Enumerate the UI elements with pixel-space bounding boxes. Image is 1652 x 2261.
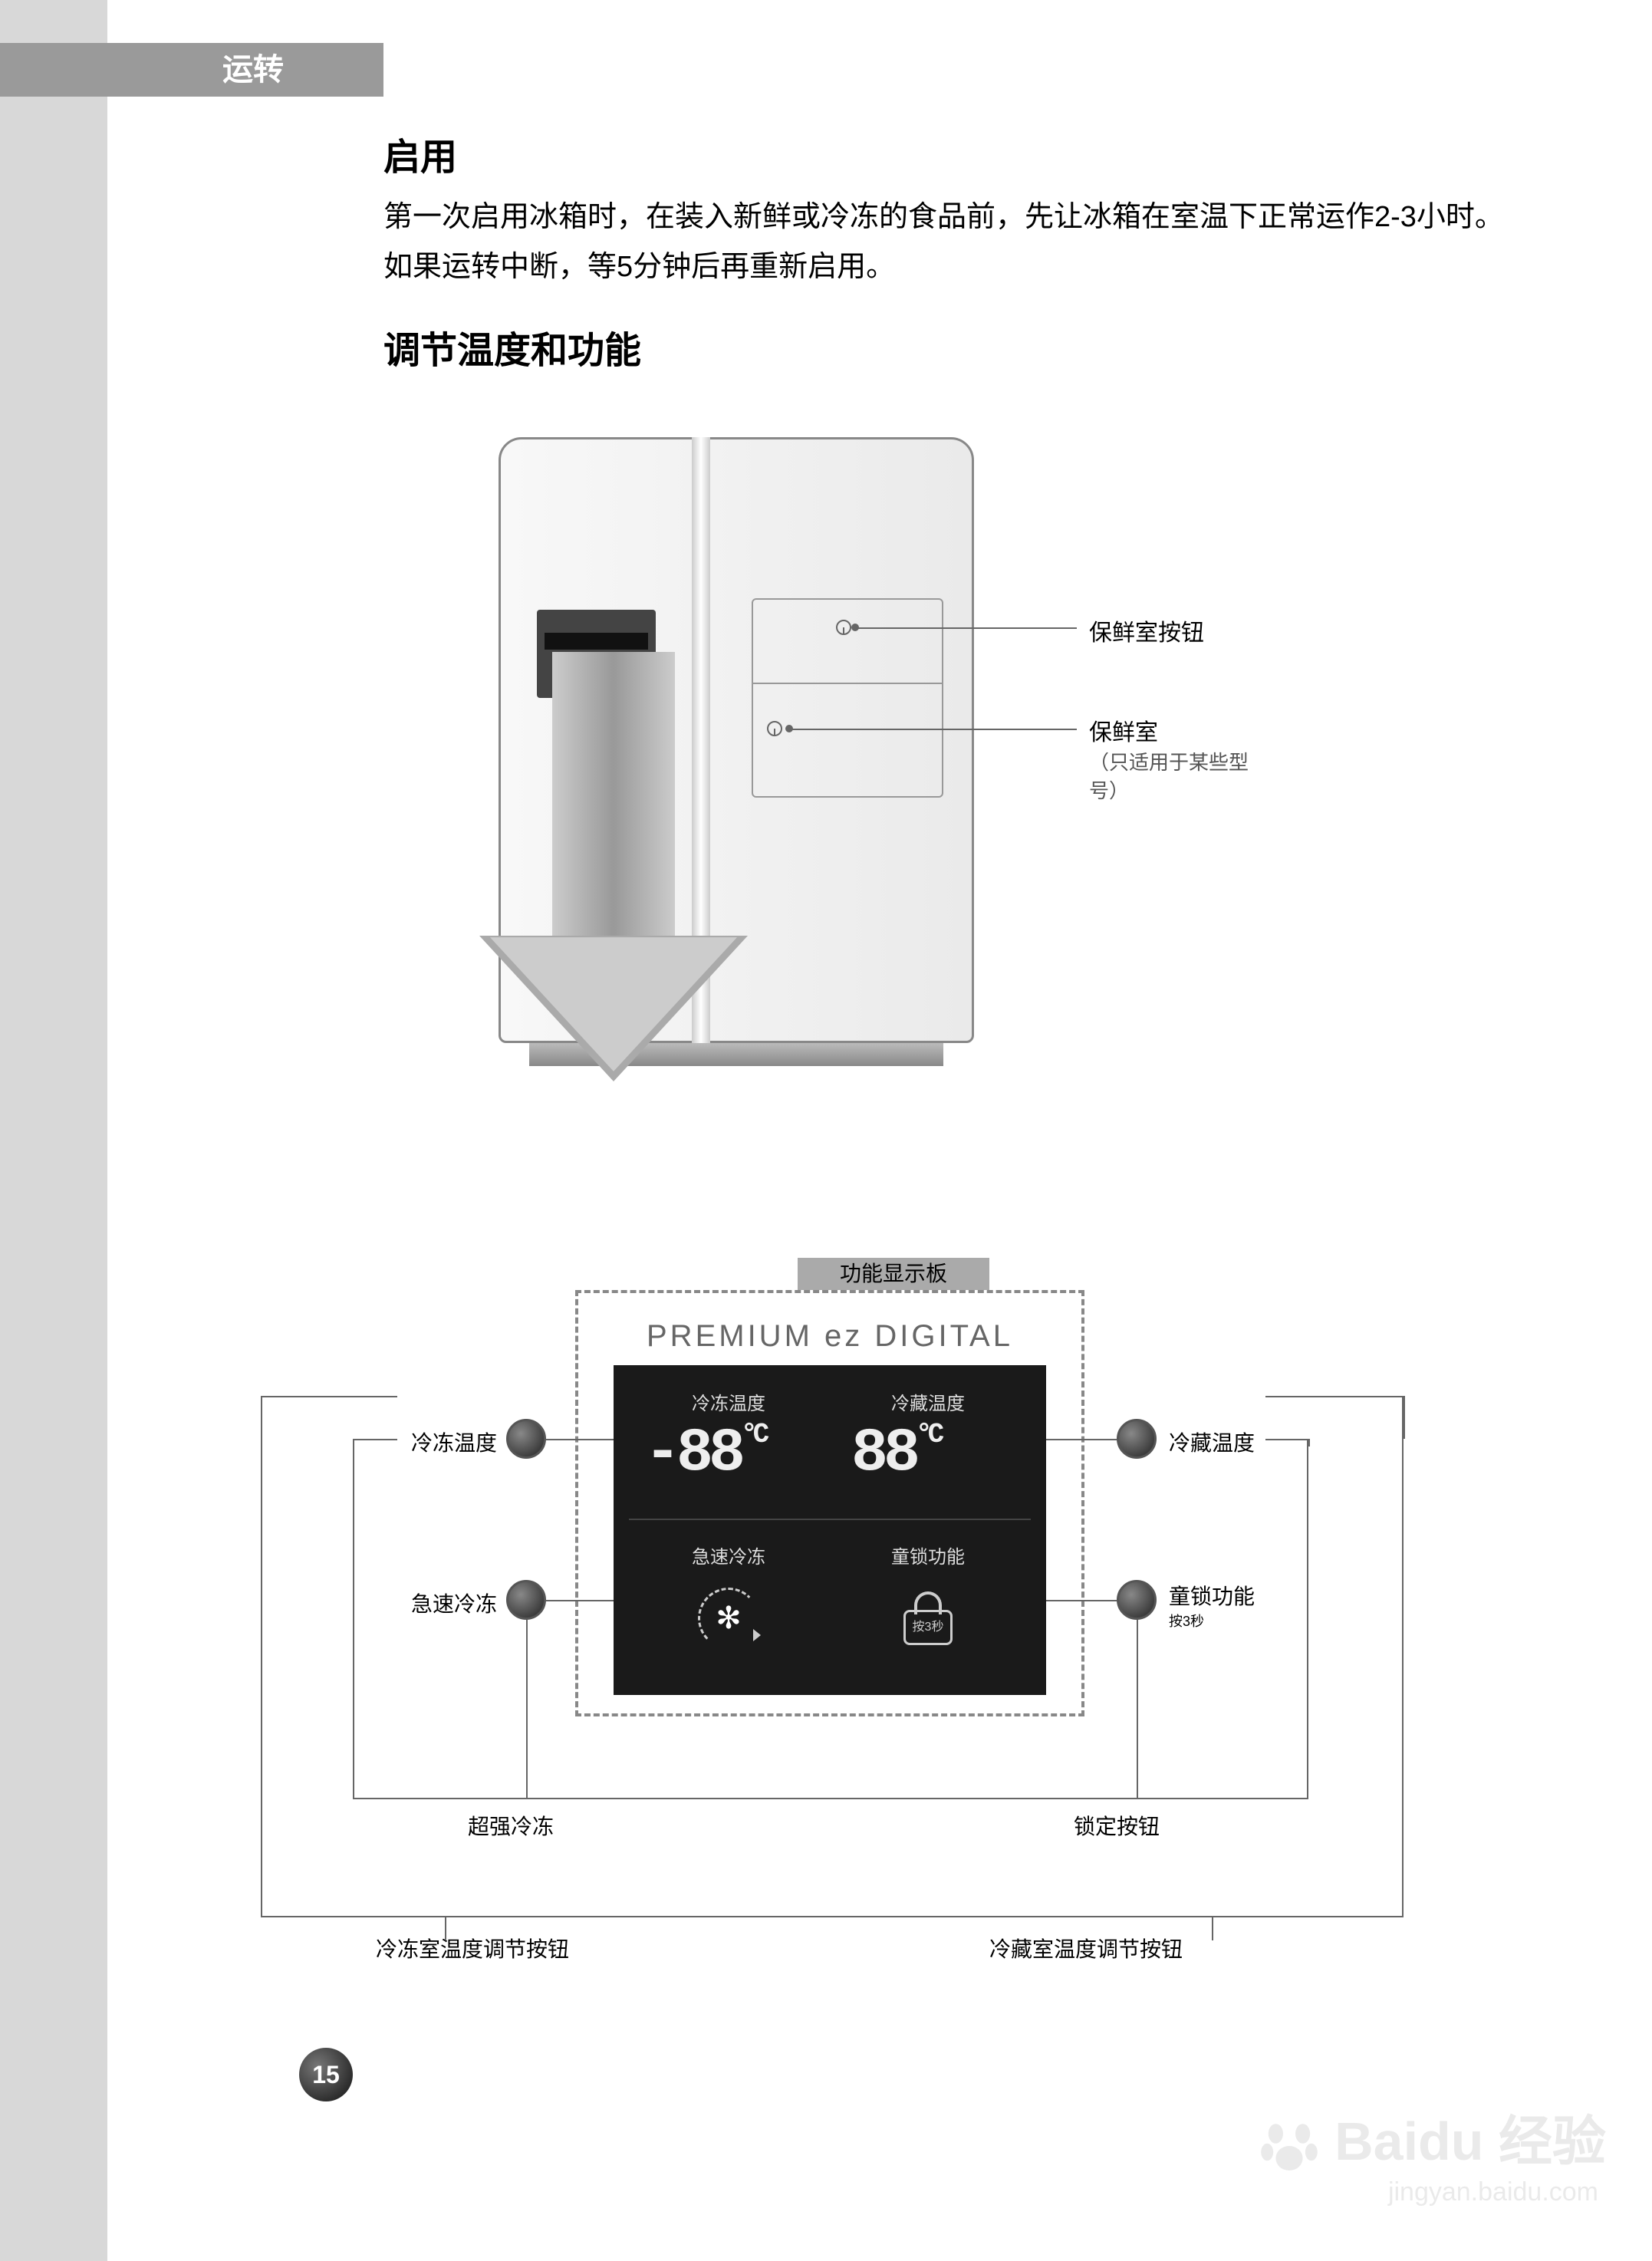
sidebar-strip xyxy=(0,0,107,2261)
heading-adjust: 调节温度和功能 xyxy=(383,320,1534,374)
brand-text: PREMIUM ez DIGITAL xyxy=(575,1319,1084,1354)
watermark-brand: Baidu 经验 xyxy=(1259,2098,1606,2177)
watermark-url: jingyan.baidu.com xyxy=(1388,2177,1598,2207)
startup-para1: 第一次启用冰箱时，在装入新鲜或冷冻的食品前，先让冰箱在室温下正常运作2-3小时。 xyxy=(383,196,1534,239)
callout-fresh-room-sub: （只适用于某些型号） xyxy=(1089,751,1249,802)
outer-bracket xyxy=(261,1396,1404,1917)
callout-fresh-room: 保鲜室 （只适用于某些型号） xyxy=(1089,713,1273,804)
callout-fresh-button: 保鲜室按钮 xyxy=(1089,614,1204,647)
heading-startup: 启用 xyxy=(383,127,1534,180)
callout-line-1 xyxy=(854,627,1077,629)
callout-line-2 xyxy=(788,729,1077,730)
callout-fresh-room-title: 保鲜室 xyxy=(1089,720,1158,745)
fresh-room-knob-icon xyxy=(767,721,782,736)
paw-icon xyxy=(1259,2115,1320,2177)
fresh-room-button-icon xyxy=(836,620,851,635)
startup-para2: 如果运转中断，等5分钟后再重新启用。 xyxy=(383,245,1534,289)
function-display-label: 功能显示板 xyxy=(798,1258,989,1290)
callout-dot-2 xyxy=(785,725,793,732)
freeze-room-adjust-label: 冷冻室温度调节按钮 xyxy=(376,1933,569,1963)
fridge-room-adjust-label: 冷藏室温度调节按钮 xyxy=(989,1933,1183,1963)
callout-dot-1 xyxy=(851,624,859,631)
control-panel-diagram: 功能显示板 PREMIUM ez DIGITAL 冷冻温度 冷藏温度 -88°C… xyxy=(215,1258,1473,1948)
page-number: 15 xyxy=(299,2048,353,2101)
content-area: 启用 第一次启用冰箱时，在装入新鲜或冷冻的食品前，先让冰箱在室温下正常运作2-3… xyxy=(383,127,1534,389)
section-header: 运转 xyxy=(0,43,383,97)
fridge-diagram: 保鲜室按钮 保鲜室 （只适用于某些型号） xyxy=(429,383,1273,1150)
fridge-door-line xyxy=(752,683,943,684)
